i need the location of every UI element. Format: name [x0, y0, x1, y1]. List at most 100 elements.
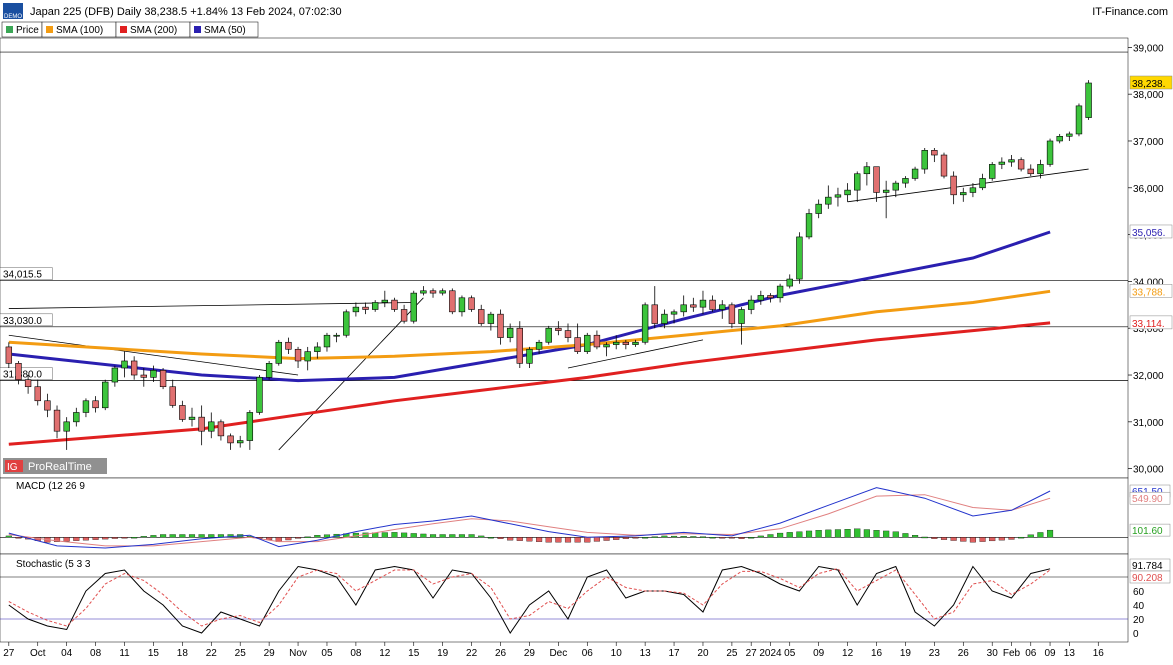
price-tag: 35,056. [1132, 228, 1165, 239]
candle-body [786, 278, 793, 287]
price-tag-box [1129, 224, 1173, 239]
candle-body [256, 377, 263, 413]
macd-hist-bar [478, 535, 485, 538]
watermark-text: ProRealTime [28, 461, 92, 473]
x-tick-label: 13 [640, 648, 652, 659]
macd-hist-bar [979, 537, 986, 542]
macd-hist-bar [63, 537, 70, 542]
x-tick-label: 04 [61, 648, 73, 659]
macd-hist-bar [516, 537, 523, 541]
x-tick-label: 19 [437, 648, 449, 659]
candle-body [613, 341, 620, 345]
x-tick-label: 12 [379, 648, 391, 659]
macd-hist-bar [757, 535, 764, 538]
stoch-tick-label: 0 [1133, 629, 1139, 640]
level-label-box [0, 313, 53, 327]
macd-tag: 101.60 [1132, 526, 1163, 537]
macd-line [8, 487, 1051, 549]
macd-hist-bar [815, 530, 822, 538]
x-tick-label: Nov [289, 648, 307, 659]
candle-body [458, 297, 466, 313]
macd-hist-bar [950, 537, 957, 541]
x-tick-label: 20 [697, 648, 709, 659]
candle-body [34, 386, 41, 402]
level-label: 31,880.0 [3, 370, 42, 381]
macd-hist-bar [728, 537, 735, 539]
macd-hist-bar [198, 534, 205, 538]
x-tick-label: 10 [611, 648, 623, 659]
candle-body [198, 416, 205, 432]
stoch-tag: 90.208 [1132, 573, 1163, 584]
candle-body [1046, 140, 1054, 165]
macd-hist-bar [892, 531, 899, 538]
candle-body [208, 421, 215, 432]
candle-body [237, 440, 244, 444]
candle-body [641, 304, 649, 343]
macd-hist-bar [998, 537, 1005, 541]
macd-hist-bar [584, 537, 591, 543]
macd-hist-bar [960, 537, 967, 542]
candle-body [343, 311, 350, 336]
stoch-tag-box [1129, 570, 1171, 584]
macd-hist-bar [931, 537, 938, 539]
candle-body [632, 341, 639, 345]
macd-hist-bar [102, 537, 109, 540]
candle-body [5, 346, 13, 364]
candle-body [921, 150, 928, 170]
candle-body [371, 302, 379, 310]
candle-body [526, 348, 533, 364]
candle-body [680, 304, 687, 313]
candle-body [892, 182, 899, 191]
candle-body [323, 334, 331, 348]
legend-label: SMA (200) [130, 25, 177, 36]
candle-body [217, 421, 225, 437]
macd-hist-bar [53, 537, 61, 542]
macd-hist-bar [314, 535, 321, 538]
watermark-badge: IG [7, 462, 18, 473]
candle-body [410, 292, 417, 322]
macd-hist-bar [150, 535, 157, 538]
price-tag-box [1129, 315, 1173, 330]
macd-hist-bar [1047, 529, 1054, 538]
candle-body [285, 341, 292, 350]
app-icon[interactable] [3, 3, 23, 19]
macd-hist-bar [526, 537, 533, 542]
macd-hist-bar [188, 534, 196, 538]
candle-body [73, 412, 80, 423]
macd-hist-bar [15, 537, 22, 539]
candle-body [873, 166, 880, 193]
candle-body [815, 203, 822, 214]
macd-hist-bar [208, 534, 215, 538]
x-tick-label: 12 [842, 648, 854, 659]
x-tick-label: Dec [549, 648, 567, 659]
stoch-tag: 91.784 [1132, 561, 1163, 572]
candle-body [468, 297, 475, 310]
macd-hist-bar [131, 537, 138, 539]
x-tick-label: 11 [119, 648, 130, 659]
macd-hist-bar [545, 537, 552, 543]
candle-body [478, 309, 485, 324]
x-tick-label: 06 [582, 648, 594, 659]
x-tick-label: 29 [524, 648, 536, 659]
candle-body [584, 334, 591, 352]
candle-body [362, 306, 369, 310]
x-tick-label: 05 [321, 648, 333, 659]
candle-body [834, 194, 842, 198]
trendline [847, 168, 1089, 203]
x-tick-label: 23 [929, 648, 941, 659]
macd-hist-bar [671, 535, 678, 538]
price-tick-label: 31,000 [1133, 418, 1164, 429]
level-label: 33,030.0 [3, 316, 42, 327]
macd-hist-bar [304, 536, 311, 538]
macd-hist-bar [160, 534, 167, 538]
x-tick-label: Feb [1003, 648, 1021, 659]
stoch-tick-label: 20 [1133, 615, 1145, 626]
candle-body [140, 374, 147, 378]
candle-body [1056, 135, 1063, 142]
macd-hist-bar [873, 530, 880, 538]
x-tick-label: Oct [30, 648, 46, 659]
macd-hist-bar [574, 537, 581, 543]
candle-body [564, 330, 572, 338]
candle-body [1027, 168, 1034, 175]
